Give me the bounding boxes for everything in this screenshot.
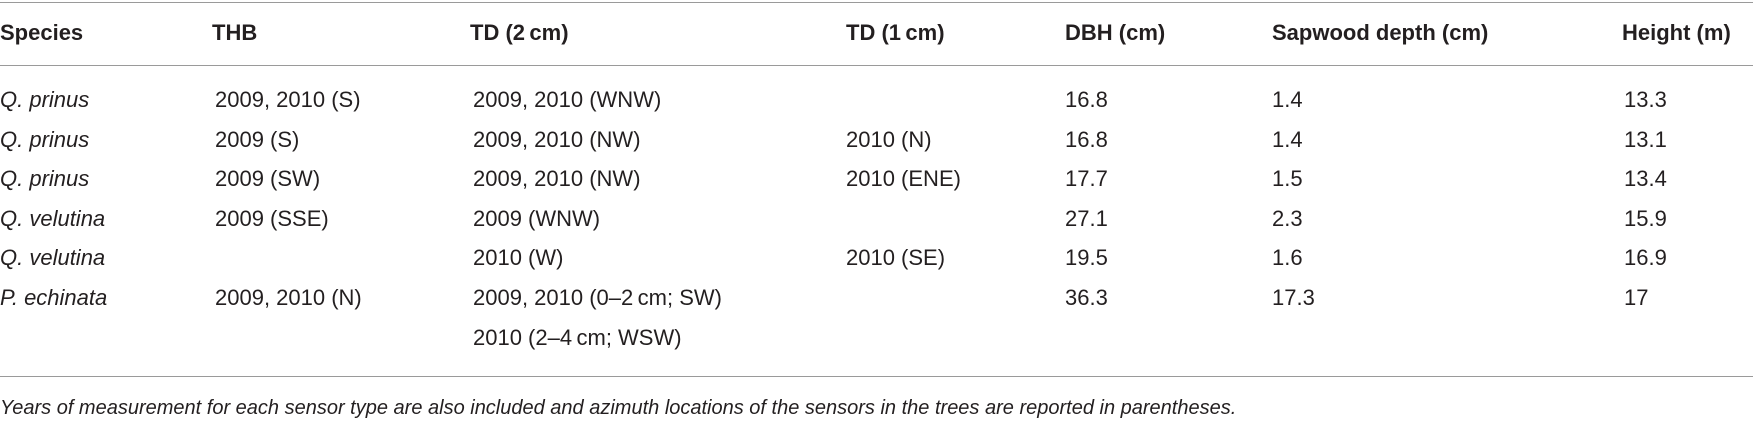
- table-cell: 1.5: [1272, 166, 1303, 192]
- species-cell: Q. velutina: [0, 205, 106, 231]
- species-cell: P. echinata: [0, 285, 108, 310]
- table-cell: 16.8: [1065, 126, 1108, 152]
- table-cell: 2009, 2010 (S): [215, 87, 361, 112]
- table-cell: 2009 (SSE): [215, 205, 329, 231]
- table-cell: 17: [1624, 285, 1649, 310]
- table-cell: 2009 (S): [215, 126, 300, 152]
- species-cell: Q. velutina: [0, 245, 106, 271]
- table-cell: 16.8: [1065, 87, 1108, 112]
- column-header: Sapwood depth (cm): [1272, 20, 1489, 45]
- table-cell: 2009, 2010 (0–2 cm; SW): [473, 285, 722, 310]
- species-cell: Q. prinus: [0, 126, 90, 152]
- footnote: Years of measurement for each sensor typ…: [0, 397, 1237, 419]
- top-rule: [0, 2, 1753, 3]
- table-cell: 13.4: [1624, 166, 1667, 192]
- table-cell: 2009, 2010 (NW): [473, 166, 641, 192]
- bottom-rule: [0, 376, 1753, 377]
- table-cell: 2010 (2–4 cm; WSW): [473, 324, 682, 350]
- column-header: DBH (cm): [1065, 20, 1166, 45]
- table-cell: 2010 (N): [846, 126, 932, 152]
- table-cell: 2009 (WNW): [473, 205, 601, 231]
- species-cell: Q. prinus: [0, 87, 90, 112]
- table-cell: 2010 (W): [473, 245, 564, 271]
- table-cell: 2009, 2010 (NW): [473, 126, 641, 152]
- table-cell: 1.6: [1272, 245, 1303, 271]
- table-cell: 17.7: [1065, 166, 1108, 192]
- table-cell: 16.9: [1624, 245, 1667, 271]
- table-cell: 1.4: [1272, 126, 1303, 152]
- table-cell: 36.3: [1065, 285, 1108, 310]
- table-cell: 1.4: [1272, 87, 1303, 112]
- column-header: Species: [0, 20, 84, 45]
- column-header: Height (m): [1622, 20, 1731, 45]
- table-cell: 2010 (ENE): [846, 166, 961, 192]
- table-cell: 2010 (SE): [846, 245, 946, 271]
- column-header: TD (2 cm): [470, 20, 569, 45]
- column-header: THB: [212, 20, 258, 45]
- table-cell: 17.3: [1272, 285, 1315, 310]
- column-header: TD (1 cm): [846, 20, 945, 45]
- table-cell: 2009, 2010 (WNW): [473, 87, 662, 112]
- table-cell: 2.3: [1272, 205, 1303, 231]
- species-cell: Q. prinus: [0, 166, 90, 192]
- table-cell: 19.5: [1065, 245, 1108, 271]
- table-cell: 13.3: [1624, 87, 1667, 112]
- table-cell: 13.1: [1624, 126, 1667, 152]
- table-cell: 2009 (SW): [215, 166, 321, 192]
- table-cell: 15.9: [1624, 205, 1667, 231]
- table-cell: 27.1: [1065, 205, 1108, 231]
- header-rule: [0, 65, 1753, 66]
- table-cell: 2009, 2010 (N): [215, 285, 362, 310]
